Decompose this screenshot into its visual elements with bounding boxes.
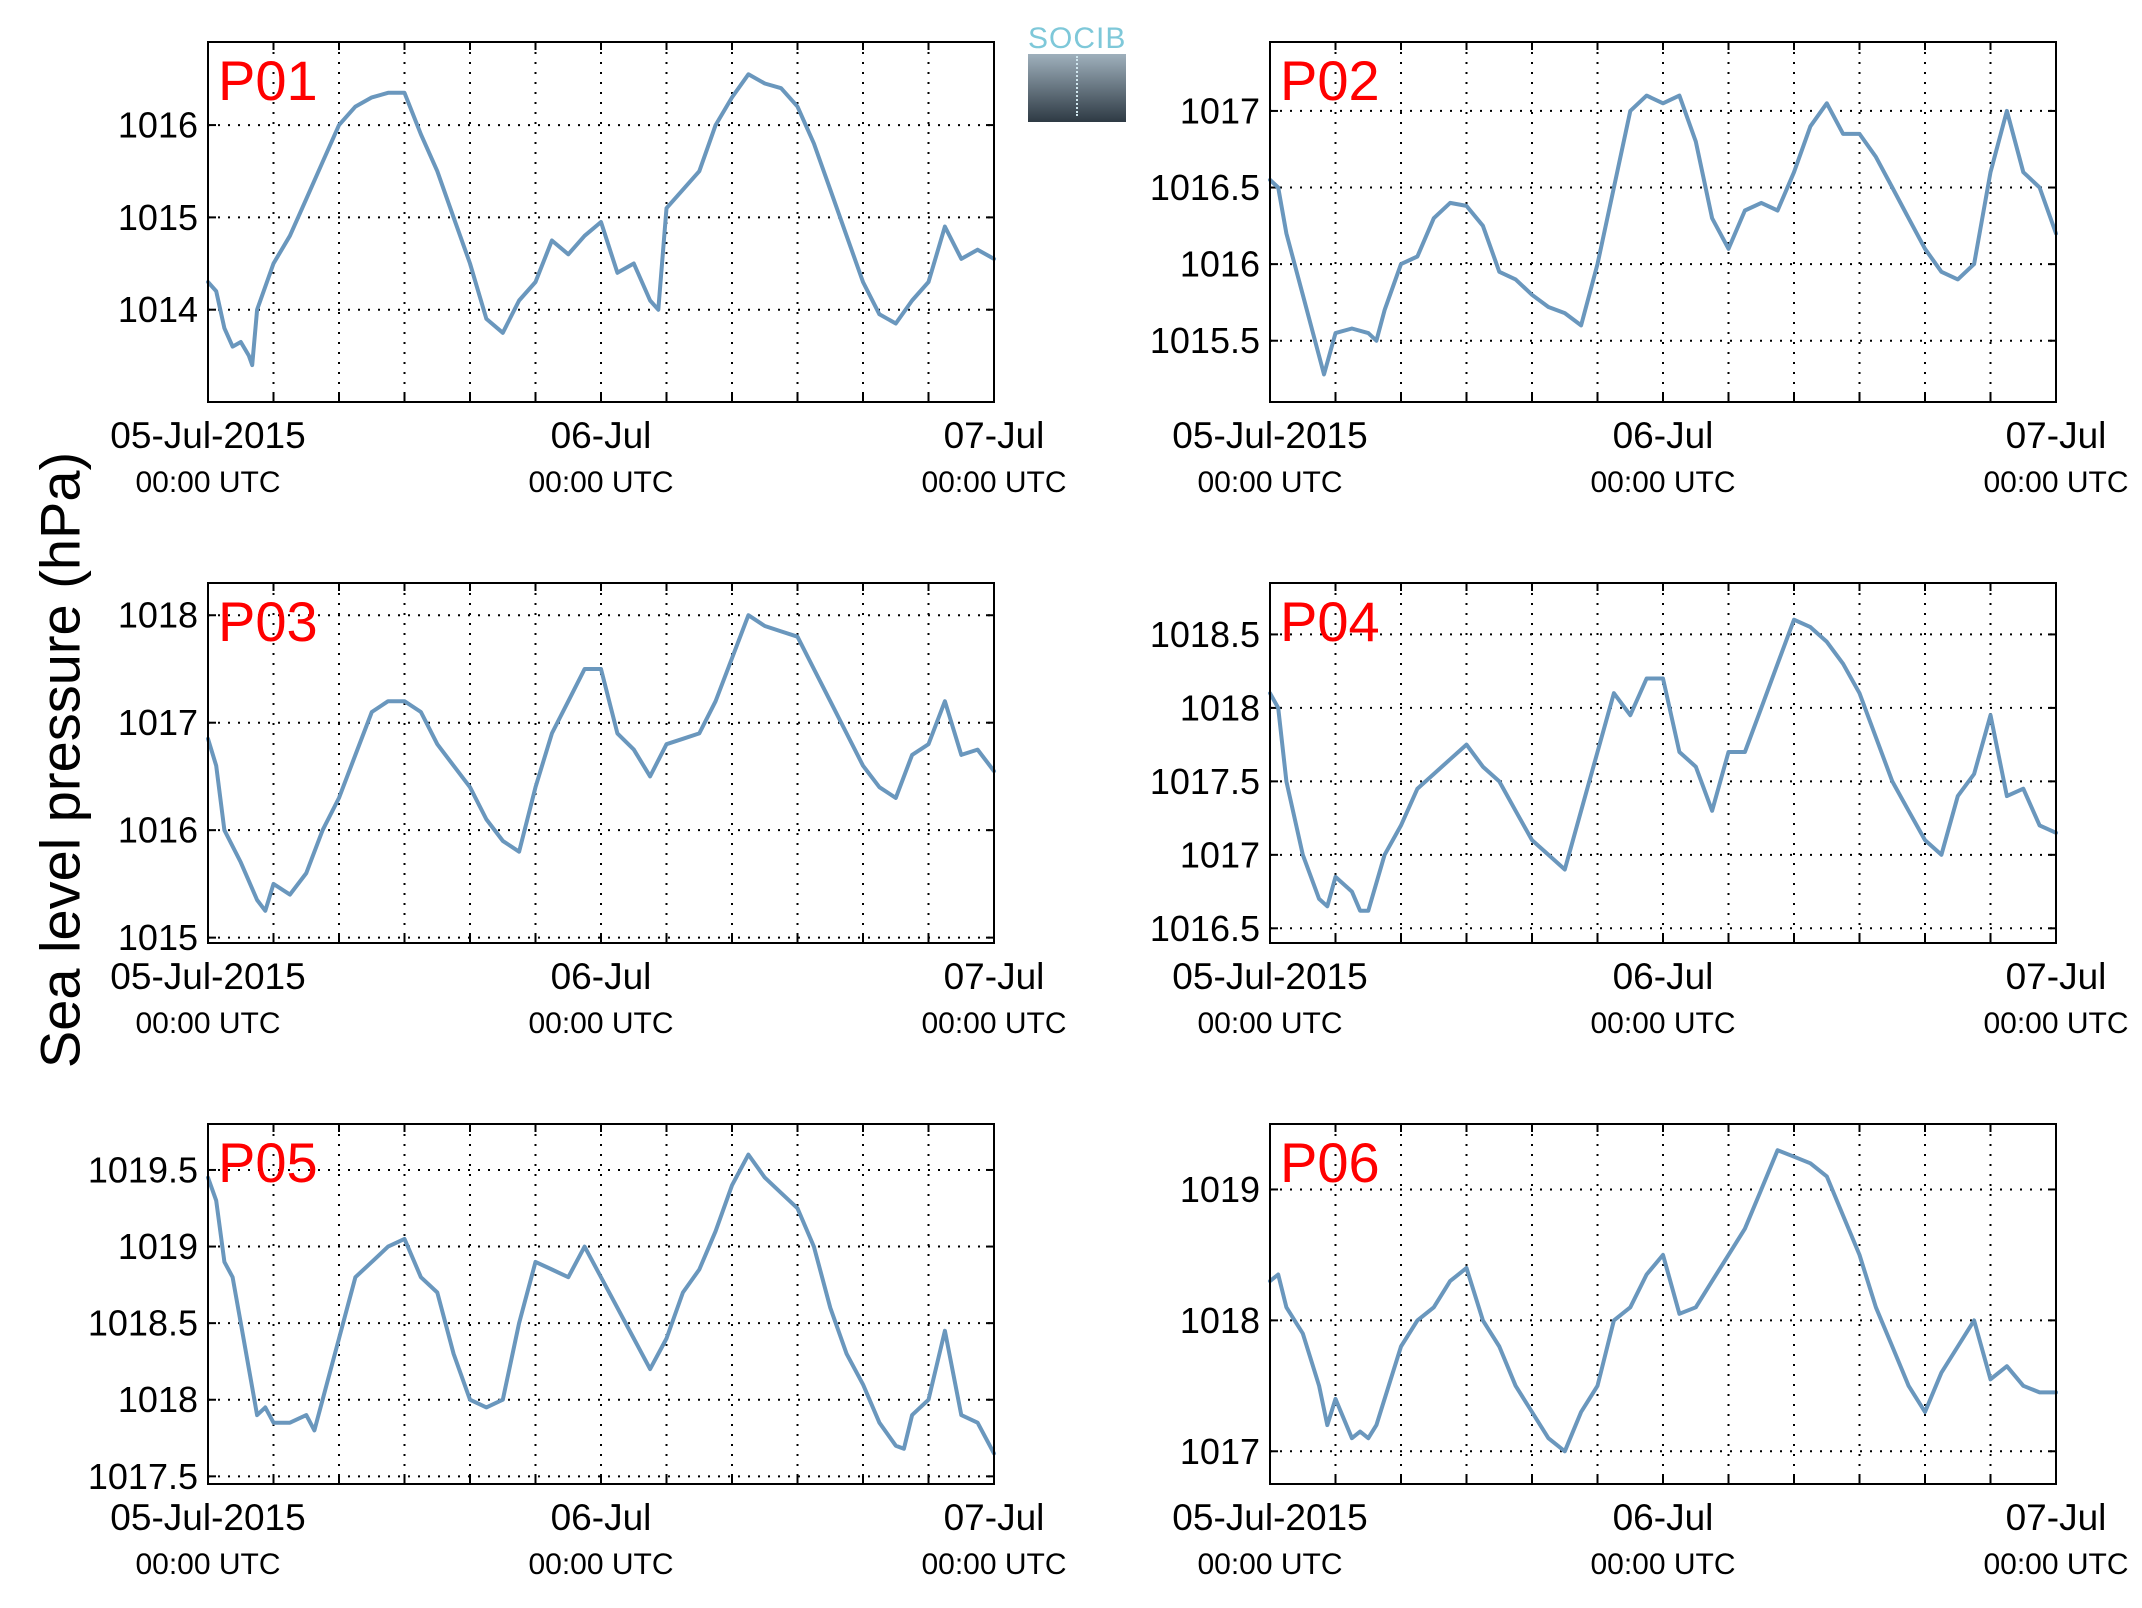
- x-tick-sublabel: 00:00 UTC: [921, 466, 1066, 499]
- x-tick-label: 07-Jul: [944, 1497, 1045, 1538]
- y-tick-label: 1019: [1180, 1169, 1260, 1210]
- x-tick-label: 07-Jul: [944, 956, 1045, 997]
- y-tick-label: 1017.5: [1150, 761, 1260, 802]
- panel-label: P04: [1280, 590, 1380, 653]
- x-tick-label: 07-Jul: [2006, 956, 2107, 997]
- x-tick-label: 07-Jul: [944, 415, 1045, 456]
- panel-p02: 1015.5 1016 1016.5 1017 05-Jul-2015 00:00 UTC…: [1150, 41, 2129, 499]
- axes-frame: [1269, 41, 2057, 403]
- y-tick-label: 1018: [118, 1379, 198, 1420]
- logo-text: SOCIB: [1028, 22, 1127, 55]
- y-tick-label: 1016: [118, 105, 198, 146]
- x-tick-label: 05-Jul-2015: [1172, 956, 1367, 997]
- y-tick-label: 1014: [118, 289, 198, 330]
- x-tick-sublabel: 00:00 UTC: [1983, 1548, 2128, 1581]
- panel-label: P05: [218, 1131, 318, 1194]
- y-tick-label: 1018: [118, 595, 198, 636]
- x-tick-sublabel: 00:00 UTC: [921, 1007, 1066, 1040]
- series-line-p06: [1268, 1148, 2058, 1454]
- axes-frame: [207, 1123, 995, 1485]
- y-tick-label: 1015.5: [1150, 320, 1260, 361]
- panel-p04: 1016.5 1017 1017.5 1018 1018.5 05-Jul-2015 00:…: [1150, 582, 2129, 1040]
- logo-dots: [1076, 56, 1078, 116]
- x-tick-sublabel: 00:00 UTC: [1590, 1007, 1735, 1040]
- panel-p05: 1017.5 1018 1018.5 1019 1019.5 05-Jul-2015 00:…: [88, 1123, 1067, 1581]
- series-line-p05: [206, 1152, 996, 1456]
- x-tick-label: 06-Jul: [551, 956, 652, 997]
- x-tick-sublabel: 00:00 UTC: [1197, 466, 1342, 499]
- axes-frame: [207, 582, 995, 944]
- y-tick-label: 1016: [118, 810, 198, 851]
- x-tick-label: 06-Jul: [1613, 415, 1714, 456]
- y-tick-label: 1017.5: [88, 1456, 198, 1497]
- x-tick-label: 06-Jul: [1613, 1497, 1714, 1538]
- axes-frame: [1269, 1123, 2057, 1485]
- axes-frame: [1269, 582, 2057, 944]
- x-tick-label: 06-Jul: [551, 1497, 652, 1538]
- panel-label: P01: [218, 49, 318, 112]
- y-tick-label: 1018: [1180, 1300, 1260, 1341]
- y-tick-label: 1016.5: [1150, 167, 1260, 208]
- x-tick-label: 06-Jul: [551, 415, 652, 456]
- y-tick-label: 1018.5: [88, 1303, 198, 1344]
- series-line-p04: [1268, 617, 2058, 913]
- x-tick-sublabel: 00:00 UTC: [1197, 1548, 1342, 1581]
- series-line-p02: [1268, 93, 2058, 377]
- panel-p03: 1015 1016 1017 1018 05-Jul-2015 00:00 UTC 06-J…: [110, 582, 1067, 1040]
- y-tick-label: 1018: [1180, 687, 1260, 728]
- x-tick-sublabel: 00:00 UTC: [135, 1007, 280, 1040]
- x-tick-sublabel: 00:00 UTC: [1590, 466, 1735, 499]
- x-tick-label: 07-Jul: [2006, 415, 2107, 456]
- x-tick-label: 05-Jul-2015: [110, 415, 305, 456]
- panel-p01: 1014 1015 1016 05-Jul-2015 00:00 UTC 06-Jul 00…: [110, 41, 1067, 499]
- y-tick-label: 1016.5: [1150, 908, 1260, 949]
- x-tick-sublabel: 00:00 UTC: [135, 1548, 280, 1581]
- series-line-p01: [206, 72, 996, 368]
- x-tick-label: 05-Jul-2015: [1172, 415, 1367, 456]
- x-tick-sublabel: 00:00 UTC: [135, 466, 280, 499]
- x-tick-label: 07-Jul: [2006, 1497, 2107, 1538]
- x-tick-sublabel: 00:00 UTC: [1590, 1548, 1735, 1581]
- x-tick-sublabel: 00:00 UTC: [1197, 1007, 1342, 1040]
- y-tick-label: 1019.5: [88, 1149, 198, 1190]
- x-tick-sublabel: 00:00 UTC: [528, 466, 673, 499]
- panel-p06: 1017 1018 1019 05-Jul-2015 00:00 UTC 06-Jul 00…: [1172, 1123, 2129, 1581]
- x-tick-sublabel: 00:00 UTC: [921, 1548, 1066, 1581]
- x-tick-sublabel: 00:00 UTC: [1983, 466, 2128, 499]
- y-axis-label: Sea level pressure (hPa): [28, 451, 92, 1069]
- series-line-p03: [206, 613, 996, 913]
- x-tick-label: 05-Jul-2015: [110, 956, 305, 997]
- x-tick-sublabel: 00:00 UTC: [528, 1007, 673, 1040]
- panel-label: P03: [218, 590, 318, 653]
- x-tick-sublabel: 00:00 UTC: [1983, 1007, 2128, 1040]
- axes-frame: [207, 41, 995, 403]
- x-tick-label: 06-Jul: [1613, 956, 1714, 997]
- socib-logo: SOCIB: [1028, 22, 1126, 122]
- x-tick-label: 05-Jul-2015: [1172, 1497, 1367, 1538]
- panel-label: P06: [1280, 1131, 1380, 1194]
- y-tick-label: 1019: [118, 1226, 198, 1267]
- y-tick-label: 1017: [118, 702, 198, 743]
- y-tick-label: 1017: [1180, 834, 1260, 875]
- y-tick-label: 1017: [1180, 90, 1260, 131]
- x-tick-sublabel: 00:00 UTC: [528, 1548, 673, 1581]
- y-tick-label: 1015: [118, 197, 198, 238]
- y-tick-label: 1015: [118, 917, 198, 958]
- y-tick-label: 1017: [1180, 1431, 1260, 1472]
- x-tick-label: 05-Jul-2015: [110, 1497, 305, 1538]
- y-tick-label: 1018.5: [1150, 614, 1260, 655]
- y-tick-label: 1016: [1180, 244, 1260, 285]
- panel-label: P02: [1280, 49, 1380, 112]
